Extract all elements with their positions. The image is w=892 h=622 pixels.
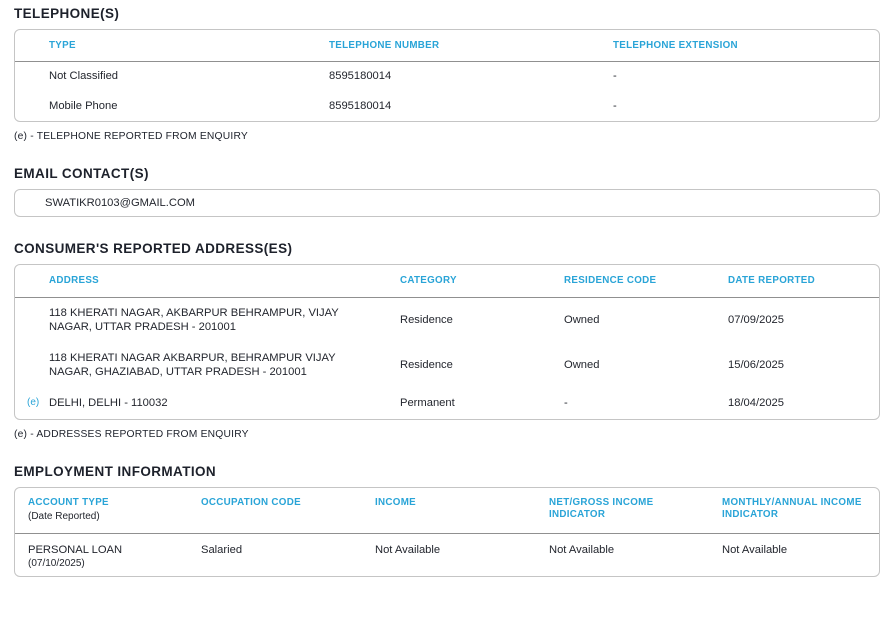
column-header-telephone-number: TELEPHONE NUMBER — [329, 30, 613, 62]
employment-account-type: PERSONAL LOAN — [28, 543, 123, 556]
column-header-residence-code: RESIDENCE CODE — [564, 265, 728, 298]
addresses-header-row: ADDRESS CATEGORY RESIDENCE CODE DATE REP… — [15, 265, 879, 298]
employment-section: EMPLOYMENT INFORMATION ACCOUNT TYPE (Dat… — [14, 464, 880, 577]
column-header-label: OCCUPATION CODE — [201, 497, 301, 508]
addresses-table: ADDRESS CATEGORY RESIDENCE CODE DATE REP… — [14, 264, 880, 420]
address-text: 118 KHERATI NAGAR, AKBARPUR BEHRAMPUR, V… — [49, 306, 339, 333]
table-row: PERSONAL LOAN (07/10/2025) Salaried Not … — [15, 533, 879, 576]
employment-occupation-code: Salaried — [201, 543, 243, 556]
telephone-number: 8595180014 — [329, 100, 392, 112]
email-section-title: EMAIL CONTACT(S) — [14, 166, 149, 181]
column-header-type: TYPE — [15, 30, 329, 62]
telephones-footnote: (e) - TELEPHONE REPORTED FROM ENQUIRY — [14, 131, 248, 142]
column-header-sublabel: (Date Reported) — [28, 510, 100, 522]
address-cell: 118 KHERATI NAGAR AKBARPUR, BEHRAMPUR VI… — [15, 342, 400, 387]
address-date-reported: 15/06/2025 — [728, 358, 784, 371]
column-header-telephone-extension: TELEPHONE EXTENSION — [613, 30, 879, 62]
table-row: 118 KHERATI NAGAR AKBARPUR, BEHRAMPUR VI… — [15, 342, 879, 387]
address-cell: (e) DELHI, DELHI - 110032 — [15, 387, 400, 419]
email-section: EMAIL CONTACT(S) SWATIKR0103@GMAIL.COM — [14, 166, 880, 217]
employment-date-reported: (07/10/2025) — [28, 557, 85, 569]
email-value-box: SWATIKR0103@GMAIL.COM — [14, 189, 880, 217]
address-date-reported: 07/09/2025 — [728, 313, 784, 326]
table-row: (e) DELHI, DELHI - 110032 Permanent - 18… — [15, 387, 879, 419]
telephones-section: TELEPHONE(S) TYPE TELEPHONE NUMBER TELEP… — [14, 6, 880, 142]
enquiry-flag: (e) — [27, 397, 40, 408]
column-header-date-reported: DATE REPORTED — [728, 265, 879, 298]
table-row: Mobile Phone 8595180014 - — [15, 91, 879, 121]
telephones-table: TYPE TELEPHONE NUMBER TELEPHONE EXTENSIO… — [14, 29, 880, 122]
email-address: SWATIKR0103@GMAIL.COM — [45, 197, 195, 209]
column-header-occupation-code: OCCUPATION CODE — [201, 488, 375, 534]
column-header-account-type: ACCOUNT TYPE (Date Reported) — [15, 488, 201, 534]
column-header-label: NET/GROSS INCOME INDICATOR — [549, 497, 654, 520]
column-header-category: CATEGORY — [400, 265, 564, 298]
table-row: Not Classified 8595180014 - — [15, 61, 879, 91]
address-residence-code: Owned — [564, 313, 600, 326]
addresses-section-title: CONSUMER'S REPORTED ADDRESS(ES) — [14, 241, 293, 256]
credit-report-page: TELEPHONE(S) TYPE TELEPHONE NUMBER TELEP… — [14, 6, 880, 577]
employment-section-title: EMPLOYMENT INFORMATION — [14, 464, 217, 479]
address-text: DELHI, DELHI - 110032 — [49, 397, 168, 409]
column-header-label: ACCOUNT TYPE — [28, 497, 109, 508]
address-category: Permanent — [400, 397, 455, 409]
table-row: 118 KHERATI NAGAR, AKBARPUR BEHRAMPUR, V… — [15, 297, 879, 342]
telephone-type: Not Classified — [49, 70, 119, 83]
telephones-section-title: TELEPHONE(S) — [14, 6, 120, 21]
column-header-address: ADDRESS — [15, 265, 400, 298]
employment-monthly-annual-indicator: Not Available — [722, 543, 788, 556]
column-header-label: INCOME — [375, 497, 416, 508]
column-header-monthly-annual-income-indicator: MONTHLY/ANNUAL INCOME INDICATOR — [722, 488, 879, 534]
employment-income: Not Available — [375, 543, 441, 556]
telephones-header-row: TYPE TELEPHONE NUMBER TELEPHONE EXTENSIO… — [15, 30, 879, 62]
addresses-footnote: (e) - ADDRESSES REPORTED FROM ENQUIRY — [14, 429, 249, 440]
column-header-net-gross-income-indicator: NET/GROSS INCOME INDICATOR — [549, 488, 722, 534]
address-residence-code: - — [564, 397, 568, 409]
telephone-extension: - — [613, 70, 617, 83]
telephone-type: Mobile Phone — [49, 100, 118, 112]
employment-net-gross-indicator: Not Available — [549, 543, 615, 556]
employment-header-row: ACCOUNT TYPE (Date Reported) OCCUPATION … — [15, 488, 879, 534]
address-date-reported: 18/04/2025 — [728, 397, 784, 409]
employment-table: ACCOUNT TYPE (Date Reported) OCCUPATION … — [14, 487, 880, 577]
column-header-label: MONTHLY/ANNUAL INCOME INDICATOR — [722, 497, 862, 520]
address-text: 118 KHERATI NAGAR AKBARPUR, BEHRAMPUR VI… — [49, 351, 336, 378]
address-category: Residence — [400, 358, 453, 371]
address-residence-code: Owned — [564, 358, 600, 371]
addresses-section: CONSUMER'S REPORTED ADDRESS(ES) ADDRESS … — [14, 241, 880, 440]
address-cell: 118 KHERATI NAGAR, AKBARPUR BEHRAMPUR, V… — [15, 297, 400, 342]
address-category: Residence — [400, 313, 453, 326]
telephone-number: 8595180014 — [329, 70, 392, 83]
column-header-income: INCOME — [375, 488, 549, 534]
employment-account-type-cell: PERSONAL LOAN (07/10/2025) — [15, 533, 201, 576]
telephone-extension: - — [613, 100, 617, 112]
